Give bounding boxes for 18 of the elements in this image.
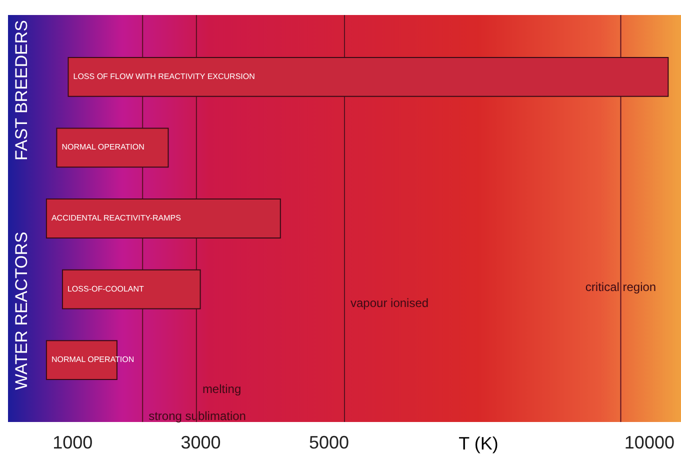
ref-line-label: vapour ionised bbox=[350, 296, 429, 310]
bar bbox=[46, 198, 281, 238]
x-tick-label: 5000 bbox=[308, 432, 349, 452]
y-tick-label: NORMAL OPERATION bbox=[62, 142, 145, 152]
annotation: WATER REACTORS bbox=[12, 232, 31, 390]
y-tick-label: LOSS-OF-COOLANT bbox=[67, 284, 144, 294]
y-tick-label: ACCIDENTAL REACTIVITY-RAMPS bbox=[51, 214, 181, 222]
x-tick-label: 10000 bbox=[624, 432, 674, 452]
y-tick-label: LOSS OF FLOW WITH REACTIVITY EXCURSION bbox=[73, 72, 256, 81]
bar bbox=[56, 128, 169, 168]
annotation: FAST BREEDERS bbox=[12, 20, 31, 160]
ref-line-label: critical region bbox=[585, 280, 656, 294]
bar bbox=[68, 56, 669, 97]
ref-line-label: melting bbox=[202, 382, 242, 396]
x-axis-title: T (K) bbox=[458, 434, 498, 454]
x-tick-label: 1000 bbox=[52, 432, 93, 452]
bar bbox=[62, 269, 201, 310]
x-tick-label: 3000 bbox=[180, 432, 221, 452]
